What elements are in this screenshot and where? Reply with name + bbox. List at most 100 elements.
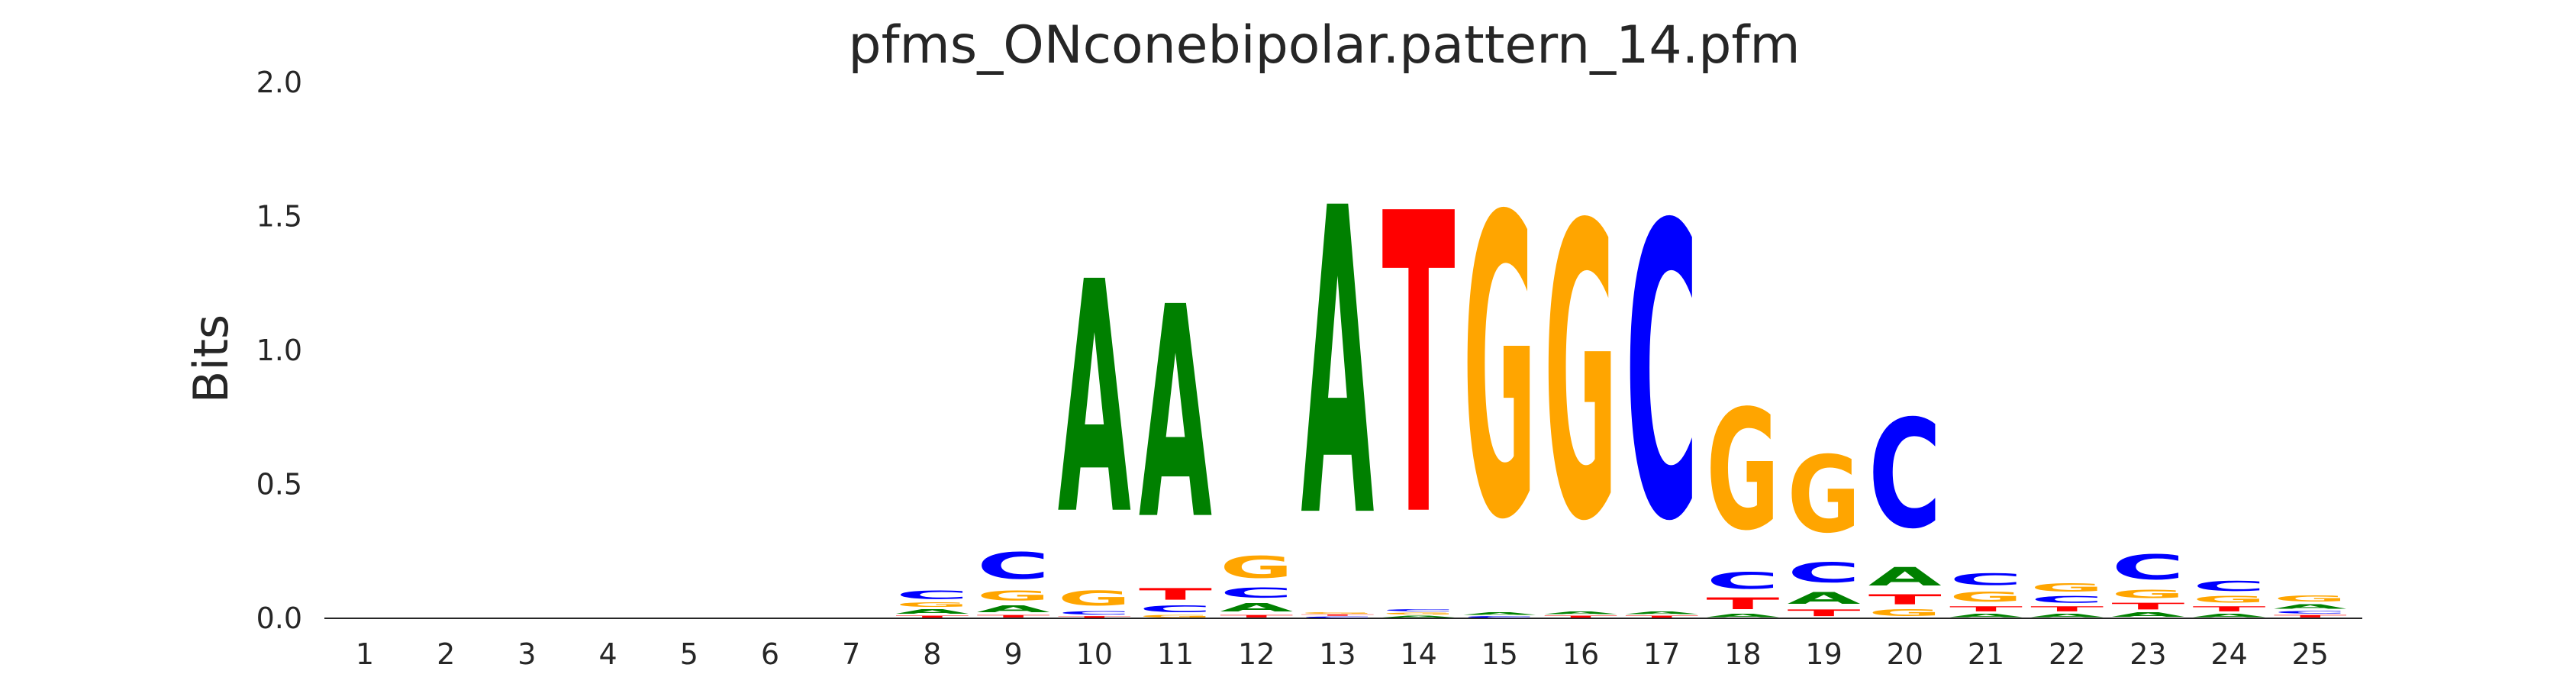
y-tick-label: 1.0 <box>256 334 302 367</box>
x-tick-label: 25 <box>2292 637 2329 671</box>
chart-title: pfms_ONconebipolar.pattern_14.pfm <box>848 15 1800 76</box>
logo-letter-A-pos-19: A <box>1788 589 1861 608</box>
logo-letter-A-pos-21: A <box>1949 613 2023 618</box>
logo-letter-G-pos-10: G <box>1058 586 1131 610</box>
logo-letter-T-pos-20: T <box>1868 592 1942 608</box>
logo-letter-T-pos-12: T <box>1220 614 1293 618</box>
logo-letter-C-pos-25: C <box>2274 610 2347 614</box>
x-tick-label: 2 <box>437 637 455 671</box>
x-tick-label: 9 <box>1004 637 1023 671</box>
x-tick-labels: 1 2 3 4 5 6 7 8 9 10 11 12 13 14 15 16 17 18 19 20 21 22 23 24 2… <box>356 637 2329 671</box>
logo-letter-C-pos-11: C <box>1139 604 1212 614</box>
logo-letter-G-pos-24: G <box>2193 594 2266 605</box>
logo-letter-A-pos-11: A <box>1139 245 1213 584</box>
logo-letter-C-pos-9: C <box>977 545 1050 588</box>
logo-letter-A-pos-18: A <box>1706 613 1779 618</box>
logo-glyphs: TAGCTAGCTCGAGCTATACGCTGAAGCTCAGTAGTACATC… <box>895 121 2347 618</box>
logo-letter-A-pos-20: A <box>1868 563 1942 592</box>
x-tick-label: 10 <box>1076 637 1113 671</box>
logo-letter-G-pos-12: G <box>1220 550 1293 585</box>
logo-letter-T-pos-8: T <box>895 615 969 618</box>
logo-letter-T-pos-22: T <box>2030 605 2104 613</box>
logo-letter-G-pos-15: G <box>1463 131 1536 611</box>
x-tick-label: 22 <box>2049 637 2085 671</box>
x-tick-label: 24 <box>2210 637 2247 671</box>
x-tick-label: 18 <box>1724 637 1761 671</box>
logo-letter-A-pos-23: A <box>2111 611 2184 618</box>
logo-letter-G-pos-9: G <box>977 588 1050 604</box>
logo-letter-T-pos-9: T <box>977 614 1050 618</box>
y-tick-label: 0.0 <box>256 602 302 635</box>
x-tick-label: 14 <box>1400 637 1436 671</box>
logo-letter-T-pos-16: T <box>1544 615 1617 618</box>
logo-letter-T-pos-14: T <box>1382 128 1456 608</box>
logo-letter-A-pos-14: A <box>1382 615 1456 618</box>
logo-letter-T-pos-11: T <box>1139 585 1213 603</box>
y-tick-label: 1.5 <box>256 200 302 234</box>
logo-letter-C-pos-24: C <box>2193 579 2266 595</box>
logo-letter-A-pos-10: A <box>1058 214 1132 585</box>
logo-letter-G-pos-14: G <box>1382 612 1456 615</box>
logo-letter-C-pos-22: C <box>2030 594 2104 605</box>
logo-letter-T-pos-24: T <box>2193 605 2266 613</box>
logo-letter-G-pos-18: G <box>1706 375 1779 566</box>
logo-letter-A-pos-9: A <box>977 604 1050 614</box>
logo-letter-A-pos-17: A <box>1625 611 1698 615</box>
logo-letter-A-pos-24: A <box>2193 613 2266 618</box>
x-tick-label: 6 <box>761 637 779 671</box>
logo-letter-A-pos-25: A <box>2274 604 2347 611</box>
logo-letter-T-pos-13: T <box>1301 614 1374 616</box>
logo-letter-A-pos-22: A <box>2030 613 2104 618</box>
logo-letter-C-pos-19: C <box>1788 556 1861 589</box>
x-tick-label: 16 <box>1562 637 1599 671</box>
x-tick-label: 8 <box>923 637 941 671</box>
logo-letter-C-pos-23: C <box>2111 547 2184 587</box>
logo-letter-A-pos-15: A <box>1463 611 1536 615</box>
logo-letter-G-pos-20: G <box>1868 608 1942 618</box>
logo-letter-T-pos-18: T <box>1706 595 1780 613</box>
logo-letter-T-pos-10: T <box>1058 616 1131 618</box>
logo-letter-G-pos-25: G <box>2274 594 2347 603</box>
x-tick-label: 3 <box>517 637 536 671</box>
logo-letter-A-pos-16: A <box>1544 611 1617 615</box>
logo-letter-G-pos-22: G <box>2030 581 2104 594</box>
logo-letter-G-pos-23: G <box>2111 588 2184 601</box>
x-tick-label: 4 <box>599 637 617 671</box>
logo-letter-G-pos-19: G <box>1788 434 1861 557</box>
logo-letter-C-pos-8: C <box>895 589 969 602</box>
x-tick-label: 12 <box>1238 637 1275 671</box>
logo-letter-C-pos-10: C <box>1058 610 1131 615</box>
logo-letter-C-pos-15: C <box>1463 615 1536 618</box>
logo-letter-A-pos-12: A <box>1220 601 1293 614</box>
logo-letter-C-pos-12: C <box>1220 585 1293 601</box>
x-tick-label: 7 <box>842 637 860 671</box>
logo-letter-G-pos-8: G <box>895 602 969 608</box>
logo-letter-G-pos-13: G <box>1301 612 1374 614</box>
logo-letter-C-pos-18: C <box>1706 568 1779 595</box>
logo-letter-C-pos-13: C <box>1301 616 1374 618</box>
logo-letter-T-pos-21: T <box>1949 605 2023 613</box>
logo-letter-C-pos-21: C <box>1949 570 2023 589</box>
logo-letter-G-pos-11: G <box>1139 614 1212 618</box>
logo-letter-A-pos-8: A <box>895 608 969 615</box>
logo-letter-T-pos-19: T <box>1788 608 1861 618</box>
x-tick-label: 15 <box>1481 637 1518 671</box>
logo-letter-T-pos-25: T <box>2274 614 2347 618</box>
y-tick-label: 0.5 <box>256 468 302 502</box>
logo-letter-C-pos-17: C <box>1625 140 1698 610</box>
logo-letter-G-pos-16: G <box>1544 141 1617 610</box>
x-tick-label: 20 <box>1887 637 1923 671</box>
y-axis-label: Bits <box>183 314 239 403</box>
x-tick-label: 19 <box>1805 637 1842 671</box>
x-tick-label: 1 <box>356 637 374 671</box>
x-tick-label: 17 <box>1643 637 1680 671</box>
logo-letter-T-pos-23: T <box>2111 601 2184 611</box>
y-tick-label: 2.0 <box>256 66 302 99</box>
logo-letter-T-pos-17: T <box>1625 615 1698 618</box>
x-tick-label: 23 <box>2129 637 2166 671</box>
x-tick-label: 13 <box>1319 637 1356 671</box>
logo-letter-A-pos-13: A <box>1301 121 1375 611</box>
logo-letter-C-pos-14: C <box>1382 608 1456 611</box>
logo-letter-G-pos-21: G <box>1949 589 2023 605</box>
